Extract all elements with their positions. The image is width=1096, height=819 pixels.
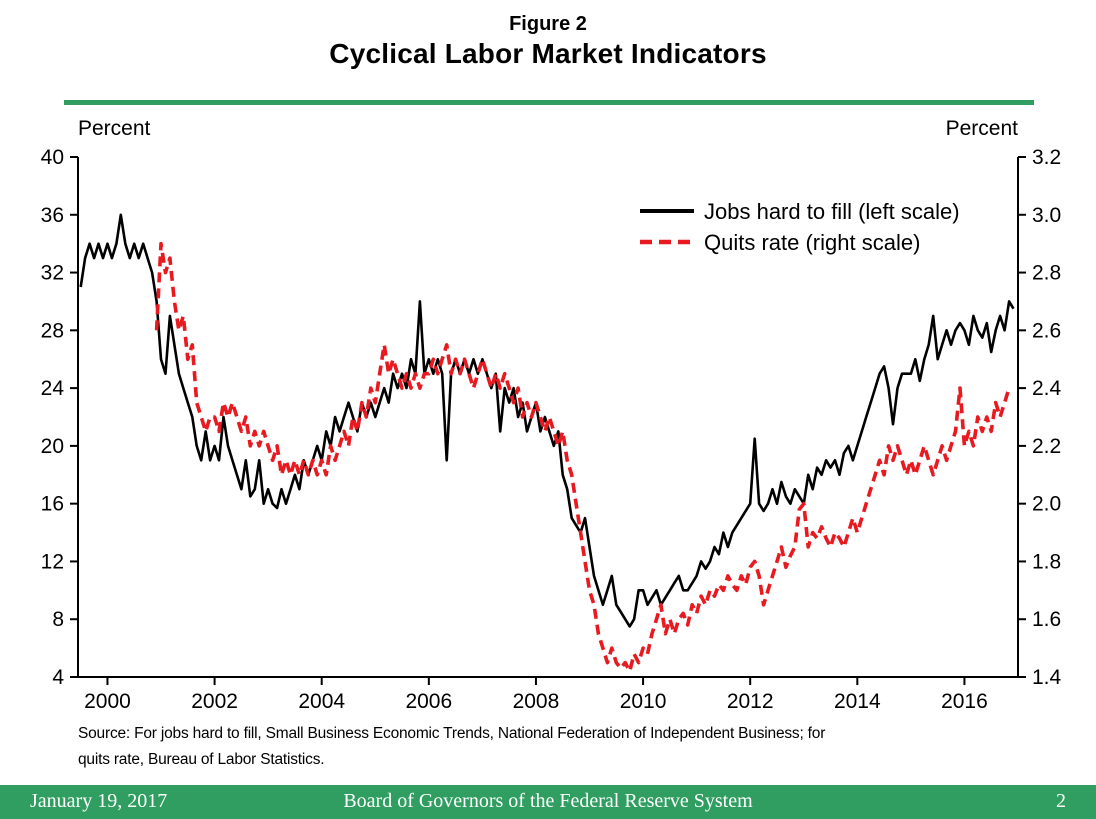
left-axis-tick-label: 16 [41, 493, 64, 516]
x-axis-tick-label: 2012 [727, 690, 774, 713]
legend-label-quits-rate: Quits rate (right scale) [704, 230, 920, 255]
footer-date: January 19, 2017 [30, 790, 168, 812]
left-axis-tick-label: 8 [52, 608, 64, 631]
left-axis-tick-label: 28 [41, 319, 64, 342]
quits-rate-line [154, 241, 1011, 674]
left-axis-tick-label: 4 [52, 666, 64, 689]
line-chart: 4036322824201612843.23.02.82.62.42.22.01… [41, 146, 1062, 713]
footer-bar: January 19, 2017 Board of Governors of t… [0, 785, 1096, 819]
source-note-line2: quits rate, Bureau of Labor Statistics. [78, 751, 325, 768]
left-axis-tick-label: 24 [41, 377, 65, 400]
chart-title: Cyclical Labor Market Indicators [329, 38, 767, 69]
x-axis-tick-label: 2000 [84, 690, 131, 713]
right-axis-tick-label: 2.8 [1032, 262, 1061, 285]
legend-label-jobs-hard-to-fill: Jobs hard to fill (left scale) [704, 199, 960, 224]
title-divider-rule [64, 100, 1034, 105]
left-axis-tick-label: 12 [41, 550, 64, 573]
left-axis-unit-label: Percent [78, 117, 151, 140]
x-axis-tick-label: 2010 [620, 690, 667, 713]
left-axis-tick-label: 32 [41, 262, 64, 285]
left-axis-tick-label: 20 [41, 435, 64, 458]
right-axis-tick-label: 2.4 [1032, 377, 1062, 400]
right-axis-tick-label: 2.0 [1032, 493, 1061, 516]
x-axis-tick-label: 2008 [513, 690, 560, 713]
right-axis-tick-label: 2.6 [1032, 319, 1061, 342]
source-note: Source: For jobs hard to fill, Small Bus… [78, 721, 1063, 773]
x-axis-tick-label: 2006 [405, 690, 452, 713]
source-note-line1: Source: For jobs hard to fill, Small Bus… [78, 725, 826, 742]
figure-label: Figure 2 [509, 13, 587, 35]
x-axis-tick-label: 2014 [834, 690, 881, 713]
right-axis-tick-label: 3.2 [1032, 146, 1061, 169]
right-axis-tick-label: 2.2 [1032, 435, 1061, 458]
right-axis-tick-label: 1.8 [1032, 550, 1061, 573]
footer-page-number: 2 [1056, 790, 1066, 812]
footer-institution: Board of Governors of the Federal Reserv… [343, 790, 753, 812]
x-axis-tick-label: 2002 [191, 690, 238, 713]
x-axis-tick-label: 2016 [941, 690, 988, 713]
right-axis-tick-label: 1.6 [1032, 608, 1061, 631]
left-axis-tick-label: 36 [41, 204, 64, 227]
right-axis-tick-label: 3.0 [1032, 204, 1061, 227]
right-axis-tick-label: 1.4 [1032, 666, 1062, 689]
left-axis-tick-label: 40 [41, 146, 64, 169]
x-axis-tick-label: 2004 [298, 690, 345, 713]
right-axis-unit-label: Percent [945, 117, 1018, 140]
